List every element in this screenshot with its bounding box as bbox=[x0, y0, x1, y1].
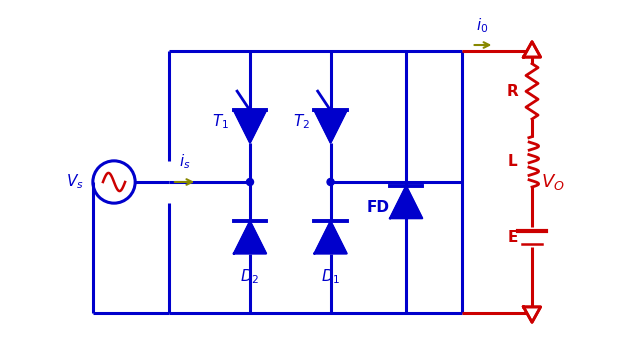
Text: $D_2$: $D_2$ bbox=[240, 268, 260, 286]
Polygon shape bbox=[315, 221, 347, 253]
Text: $T_1$: $T_1$ bbox=[212, 112, 229, 131]
Polygon shape bbox=[524, 307, 540, 322]
Polygon shape bbox=[234, 221, 266, 253]
Text: E: E bbox=[508, 230, 518, 245]
Text: $i_s$: $i_s$ bbox=[179, 152, 190, 171]
Text: L: L bbox=[508, 154, 518, 169]
Text: FD: FD bbox=[367, 200, 390, 215]
Polygon shape bbox=[315, 111, 347, 143]
Polygon shape bbox=[234, 111, 266, 143]
Polygon shape bbox=[390, 186, 422, 218]
Text: $i_0$: $i_0$ bbox=[476, 16, 489, 35]
Text: R: R bbox=[507, 84, 519, 99]
Text: $V_O$: $V_O$ bbox=[541, 172, 565, 192]
Text: $V_s$: $V_s$ bbox=[66, 173, 83, 191]
Circle shape bbox=[247, 178, 254, 186]
Circle shape bbox=[327, 178, 334, 186]
Polygon shape bbox=[524, 42, 540, 57]
Text: $T_2$: $T_2$ bbox=[293, 112, 310, 131]
Text: $D_1$: $D_1$ bbox=[321, 268, 340, 286]
